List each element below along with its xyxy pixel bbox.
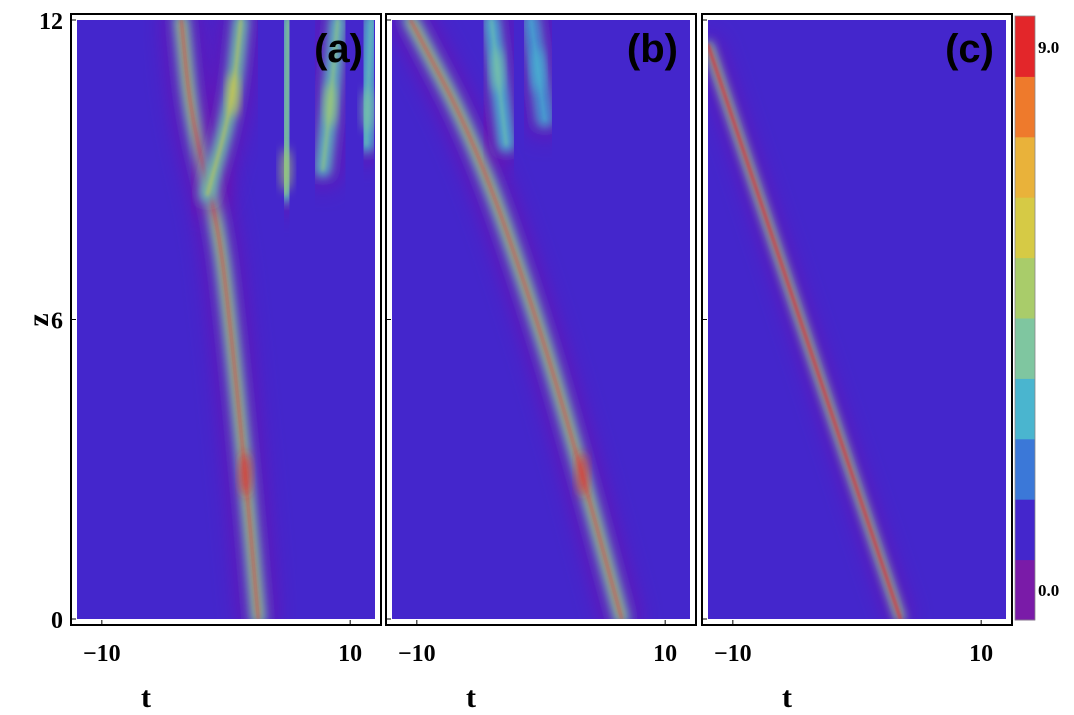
y-axis-label: z	[22, 313, 55, 326]
ridge	[514, 20, 562, 137]
x-tick-label: 10	[338, 641, 362, 667]
panel-heatmap	[393, 20, 639, 619]
x-tick-label: −10	[398, 641, 436, 667]
panel-3: (c) −10 10 t	[701, 13, 1013, 714]
colorbar-segment	[1015, 136, 1035, 198]
ridge	[164, 20, 276, 619]
ridge-peak	[228, 72, 239, 117]
ridge-peak	[492, 47, 503, 92]
ridge-peak	[281, 147, 292, 192]
ridge	[349, 20, 375, 162]
colorbar-min-label: 0.0	[1038, 581, 1059, 600]
panel-label: (c)	[945, 27, 994, 71]
ridge-peak	[240, 452, 251, 497]
ridge	[268, 20, 306, 212]
colorbar-segment	[1015, 318, 1035, 379]
panel-heatmap	[708, 35, 910, 619]
y-tick-label: 0	[51, 608, 63, 634]
colorbar: 0.0 9.0	[1014, 15, 1059, 621]
panel-background	[708, 20, 1006, 619]
colorbar-segment	[1015, 559, 1035, 621]
panel-heatmap	[164, 20, 375, 619]
panels-group: (a) −10 10 t 0 6 12 (b) −10 10 t (c) −10 10 t	[39, 9, 1013, 714]
axis-labels: z	[22, 313, 55, 326]
ridge	[474, 20, 524, 162]
colorbar-frame	[1014, 15, 1036, 621]
y-tick-label: 6	[51, 309, 63, 335]
colorbar-segment	[1015, 378, 1035, 440]
colorbar-max-label: 9.0	[1038, 38, 1059, 57]
panel-2: (b) −10 10 t	[385, 13, 697, 714]
ridge	[305, 20, 355, 187]
colorbar-segment	[1015, 197, 1035, 259]
ridge	[393, 20, 639, 619]
x-tick-label: −10	[714, 641, 752, 667]
ridge	[190, 20, 258, 212]
x-axis-label: t	[141, 681, 151, 714]
ridge	[708, 35, 910, 619]
x-tick-label: 10	[969, 641, 993, 667]
x-axis-label: t	[466, 681, 476, 714]
ridge-peak	[577, 452, 588, 497]
colorbar-segment	[1015, 499, 1035, 561]
panel-1: (a) −10 10 t 0 6 12	[39, 9, 382, 714]
colorbar-segment	[1015, 257, 1035, 319]
x-axis-label: t	[782, 681, 792, 714]
ridge-peak	[362, 87, 373, 132]
panel-label: (b)	[627, 27, 678, 71]
colorbar-segment	[1015, 76, 1035, 138]
ridge-peak	[325, 82, 336, 127]
x-tick-label: 10	[653, 641, 677, 667]
x-tick-label: −10	[83, 641, 121, 667]
colorbar-segment	[1015, 438, 1035, 500]
ridge-peak	[532, 47, 543, 92]
y-tick-label: 12	[39, 9, 63, 35]
colorbar-segment	[1015, 16, 1035, 77]
panel-label: (a)	[314, 27, 363, 71]
